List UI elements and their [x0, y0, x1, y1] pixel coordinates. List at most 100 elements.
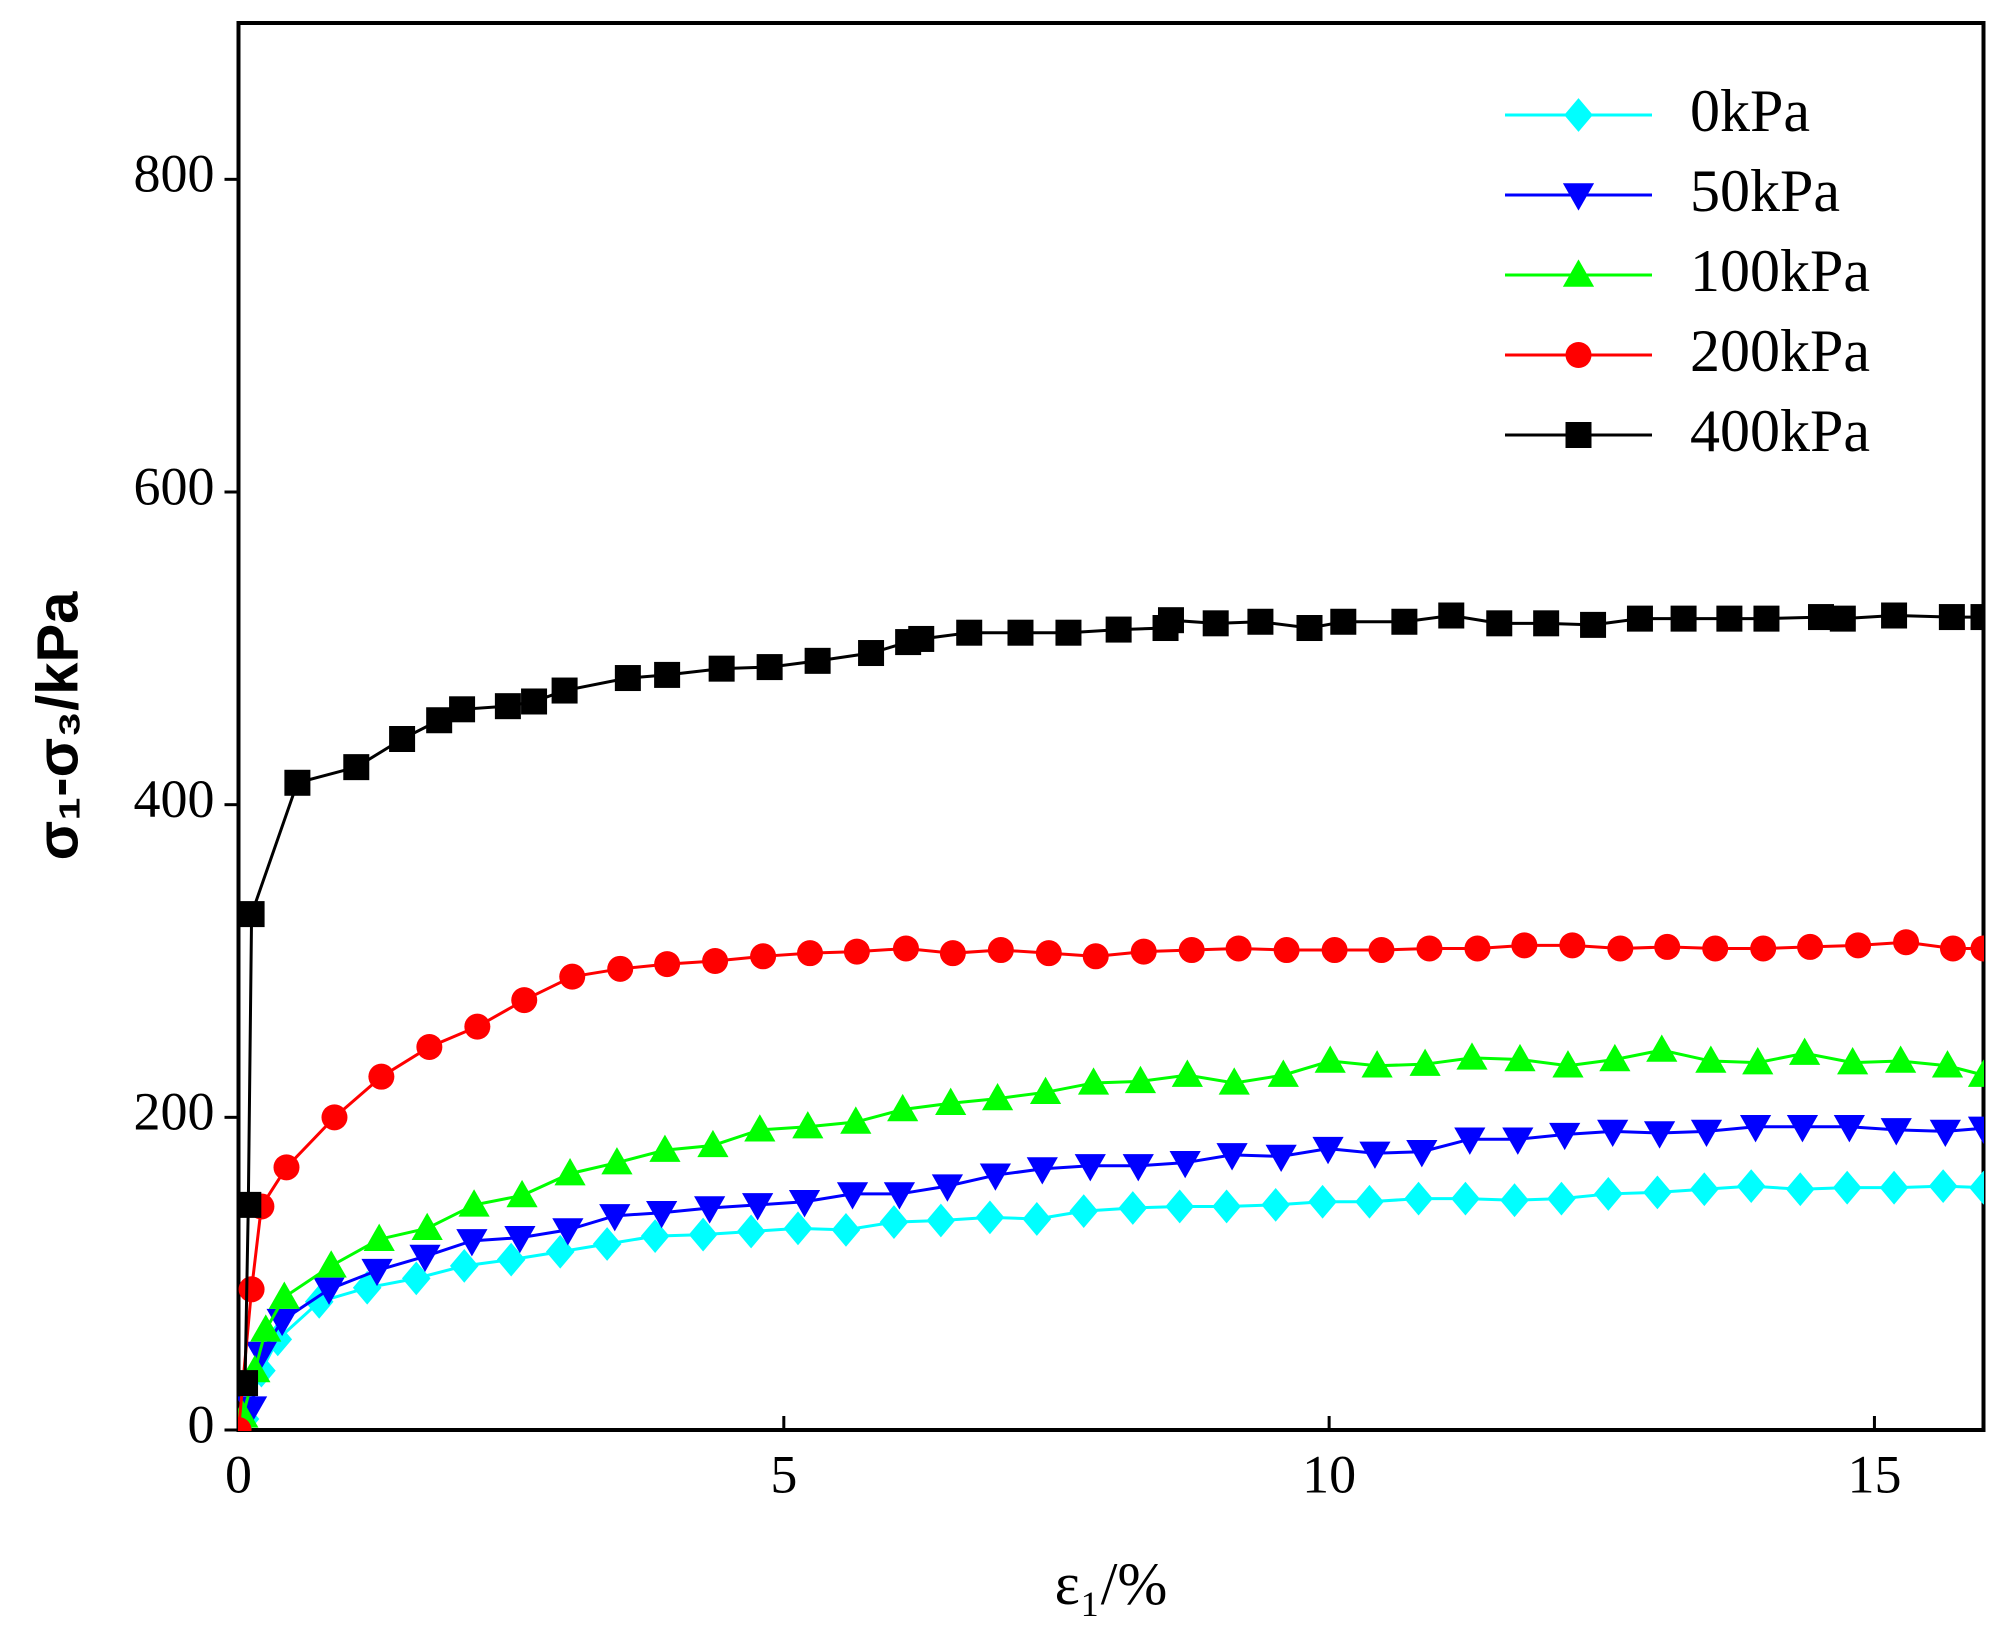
marker — [511, 987, 538, 1014]
marker — [1486, 610, 1513, 637]
marker — [368, 1063, 395, 1090]
marker — [1565, 422, 1592, 448]
marker — [688, 1217, 718, 1252]
marker — [1069, 1194, 1099, 1229]
marker — [1500, 1183, 1529, 1218]
marker — [694, 1196, 726, 1224]
marker — [1406, 1140, 1438, 1168]
marker — [1122, 1154, 1154, 1182]
marker — [1533, 610, 1560, 637]
marker — [504, 1226, 536, 1254]
marker — [1321, 937, 1348, 964]
marker — [975, 1200, 1005, 1235]
marker — [592, 1227, 622, 1261]
marker — [1035, 940, 1062, 967]
marker — [401, 1261, 431, 1296]
marker — [1716, 605, 1743, 632]
marker — [607, 955, 634, 982]
marker — [1690, 1119, 1723, 1148]
marker — [449, 696, 476, 723]
plot-frame — [236, 21, 1986, 1432]
marker — [1736, 1169, 1766, 1204]
marker — [389, 726, 416, 753]
marker — [649, 1134, 681, 1162]
marker — [1368, 937, 1395, 964]
marker — [981, 1082, 1014, 1111]
marker — [1077, 1067, 1110, 1095]
marker — [313, 1277, 345, 1305]
marker — [1308, 1184, 1337, 1219]
marker — [409, 1244, 441, 1273]
marker — [1562, 259, 1595, 287]
marker — [892, 935, 919, 962]
marker — [1753, 605, 1780, 632]
marker — [1169, 1150, 1201, 1179]
marker — [1893, 929, 1920, 956]
marker — [742, 1193, 774, 1221]
marker — [1565, 342, 1592, 368]
marker — [1880, 1118, 1912, 1146]
marker — [750, 943, 777, 970]
marker — [908, 625, 935, 652]
marker — [238, 901, 265, 928]
marker — [1695, 1045, 1727, 1073]
marker — [449, 1248, 479, 1283]
marker — [646, 1200, 678, 1229]
marker — [1022, 1202, 1052, 1236]
marker — [1670, 605, 1697, 632]
marker — [1456, 1042, 1488, 1070]
marker — [1885, 1045, 1917, 1073]
marker — [363, 1223, 395, 1251]
marker — [702, 948, 729, 974]
marker — [1594, 1177, 1623, 1211]
marker — [361, 1258, 393, 1287]
marker — [883, 1182, 916, 1210]
marker — [1829, 605, 1856, 632]
marker — [268, 1281, 300, 1309]
marker — [1511, 932, 1538, 959]
marker — [1580, 611, 1607, 638]
marker — [1599, 1043, 1631, 1072]
marker — [559, 963, 586, 990]
marker — [1807, 604, 1834, 631]
series-line — [238, 940, 1984, 1431]
marker — [238, 1417, 252, 1431]
marker — [494, 693, 521, 720]
marker — [456, 1229, 488, 1257]
marker — [1029, 1076, 1062, 1105]
marker — [887, 1093, 919, 1122]
marker — [1646, 1034, 1678, 1062]
marker — [1118, 1191, 1148, 1225]
x-axis-label: ε₁/% — [1055, 1551, 1168, 1617]
marker — [744, 1114, 776, 1142]
marker — [506, 1179, 538, 1208]
x-tick-label: 5 — [770, 1444, 797, 1504]
marker — [1225, 935, 1252, 962]
marker — [238, 1370, 259, 1397]
marker — [1739, 1115, 1772, 1143]
marker — [1178, 937, 1205, 964]
marker — [426, 707, 453, 734]
marker — [1438, 602, 1465, 629]
plot-area — [238, 602, 1984, 1431]
y-tick-label: 600 — [134, 456, 215, 516]
marker — [1026, 1157, 1058, 1185]
marker — [1879, 1170, 1909, 1205]
marker — [654, 661, 681, 688]
marker — [836, 1182, 869, 1210]
marker — [552, 1218, 584, 1246]
marker — [1359, 1141, 1391, 1169]
marker — [979, 1163, 1011, 1191]
marker — [956, 619, 983, 646]
marker — [1552, 1050, 1584, 1078]
x-tick-label: 10 — [1302, 1444, 1356, 1504]
marker — [843, 938, 870, 965]
marker — [1202, 610, 1229, 637]
marker — [273, 1154, 300, 1181]
marker — [708, 655, 735, 682]
marker — [1931, 1050, 1964, 1078]
marker — [321, 1104, 348, 1131]
marker — [1702, 935, 1729, 962]
x-tick-label: 15 — [1847, 1444, 1901, 1504]
marker — [654, 951, 681, 978]
